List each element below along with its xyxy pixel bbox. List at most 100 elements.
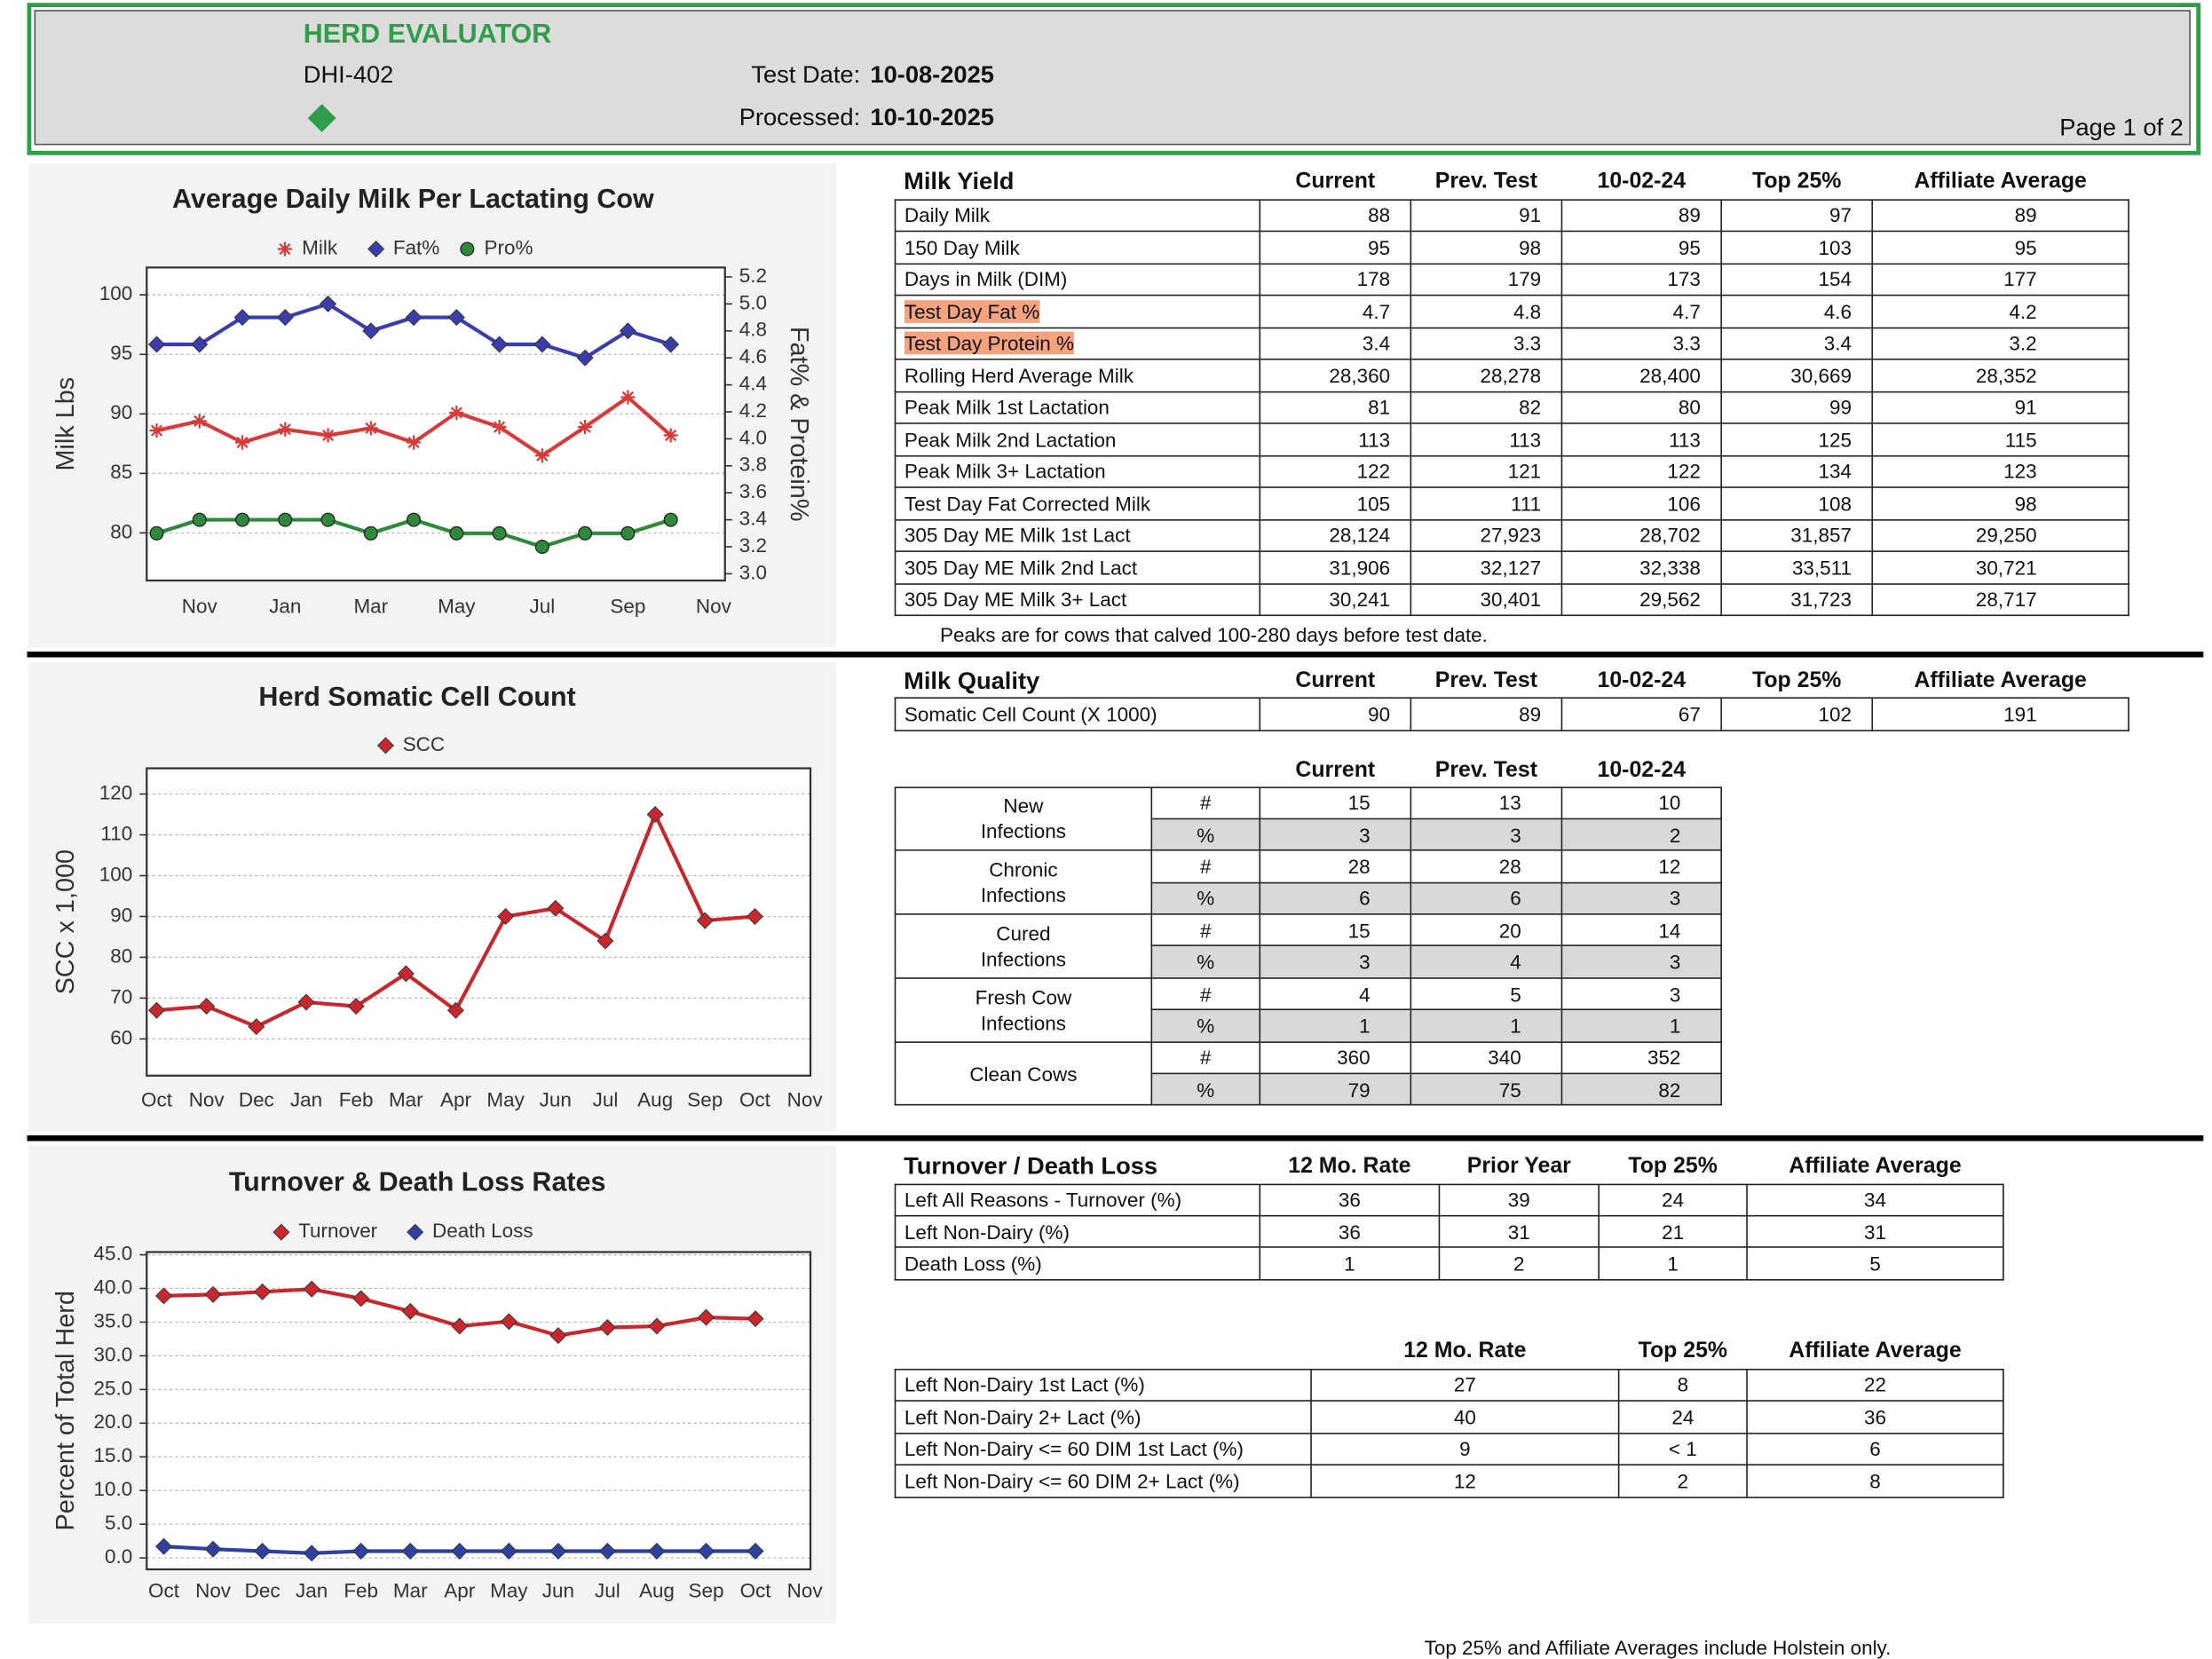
plot-frame — [146, 767, 812, 1077]
y-tick-label: 4.6 — [739, 345, 767, 367]
table-cell: 12 — [1560, 849, 1722, 883]
x-tick-label: Feb — [344, 1580, 378, 1602]
table-cell: 33,511 — [1720, 550, 1874, 584]
row-label: Daily Milk — [894, 198, 1261, 233]
table-cell: 22 — [1746, 1368, 2004, 1402]
column-header: Affiliate Average — [1914, 668, 2087, 693]
marker — [698, 1308, 715, 1326]
table-note: Peaks are for cows that calved 100-280 d… — [940, 623, 1488, 646]
marker — [362, 322, 380, 340]
table-cell: 28,702 — [1560, 518, 1722, 552]
legend-label: Milk — [302, 236, 338, 258]
table-cell: 28,352 — [1871, 358, 2129, 392]
table-cell: < 1 — [1617, 1432, 1748, 1466]
marker — [578, 525, 593, 541]
y-tick-label: 3.2 — [739, 534, 767, 557]
table-cell: 1 — [1598, 1246, 1748, 1281]
table-cell: 3.3 — [1410, 326, 1563, 360]
y-tick-label: 95 — [110, 342, 132, 364]
table-cell: 123 — [1871, 454, 2129, 488]
table-row: Death Loss (%) 1 2 1 5 — [894, 1246, 2004, 1281]
table-cell: 4.6 — [1720, 294, 1874, 328]
marker — [598, 1319, 616, 1337]
table-cell: 34 — [1746, 1182, 2004, 1217]
group-label: Fresh Cow Infections — [894, 976, 1153, 1043]
column-header: Prev. Test — [1434, 757, 1537, 783]
table-cell: 360 — [1259, 1040, 1412, 1075]
legend-label: Fat% — [393, 236, 439, 258]
table-cell: 6 — [1259, 881, 1412, 915]
table-cell: 89 — [1410, 696, 1563, 731]
x-tick-label: Nov — [189, 1089, 225, 1111]
header-row: Current Prev. Test 10-02-24 — [895, 755, 1721, 786]
table-cell: 4.7 — [1259, 294, 1412, 328]
table-cell: 121 — [1410, 454, 1563, 488]
marker — [492, 420, 507, 435]
marker — [405, 309, 423, 327]
marker — [320, 428, 336, 443]
column-header: Turnover / Death Loss — [904, 1152, 1158, 1181]
column-header: 12 Mo. Rate — [1288, 1154, 1411, 1179]
table-cell: 113 — [1410, 423, 1563, 456]
x-tick-label: Jun — [542, 1580, 574, 1602]
marker — [397, 965, 415, 983]
y-tick-label: 100 — [99, 282, 132, 304]
header-box — [34, 10, 2191, 146]
table-row: % 79 75 82 — [895, 1072, 1722, 1107]
table-row: Test Day Protein % 3.4 3.3 3.3 3.4 3.2 — [894, 326, 2129, 360]
table-cell: 6 — [1746, 1432, 2004, 1466]
y-axis-label: Percent of Total Herd — [51, 1291, 80, 1530]
table-cell: 173 — [1560, 262, 1722, 296]
table-cell: 3 — [1560, 945, 1722, 979]
marker — [407, 435, 422, 450]
data-table: Turnover / Death Loss 12 Mo. Rate Prior Ye… — [894, 1151, 2004, 1281]
highlighted-label: Test Day Protein % — [904, 331, 1074, 355]
table-cell: 3 — [1259, 945, 1412, 979]
chart: Average Daily Milk Per Lactating Cow Milk… — [51, 184, 813, 617]
highlighted-label: Test Day Fat % — [904, 299, 1040, 323]
table-cell: 177 — [1871, 262, 2129, 296]
legend-label: Pro% — [485, 236, 533, 258]
data-table: 12 Mo. Rate Top 25% Affiliate Average Left … — [894, 1336, 2004, 1498]
x-tick-label: May — [490, 1580, 528, 1602]
header-row: 12 Mo. Rate Top 25% Affiliate Average — [895, 1336, 2003, 1369]
column-header: 10-02-24 — [1597, 757, 1687, 783]
x-tick-label: Aug — [639, 1580, 675, 1602]
table-cell: 90 — [1259, 696, 1412, 731]
group-label: Cured Infections — [894, 913, 1153, 979]
x-tick-label: Dec — [239, 1089, 274, 1111]
x-tick-label: Dec — [245, 1580, 280, 1602]
x-tick-label: Nov — [182, 595, 218, 617]
marker — [620, 390, 636, 405]
y-tick-label: 85 — [110, 461, 132, 483]
marker — [248, 1018, 265, 1036]
marker — [363, 421, 378, 436]
marker — [363, 525, 378, 541]
row-label: Peak Milk 3+ Lactation — [894, 454, 1261, 488]
table-cell: 95 — [1871, 230, 2129, 265]
table-row: Peak Milk 2nd Lactation 113 113 113 125 115 — [894, 423, 2129, 456]
table-cell: 21 — [1598, 1214, 1748, 1249]
table-cell: 82 — [1410, 391, 1563, 424]
x-tick-label: Nov — [696, 595, 732, 617]
table-cell: 4.8 — [1410, 294, 1563, 328]
table-row: Left Non-Dairy 2+ Lact (%) 40 24 36 — [894, 1400, 2004, 1434]
row-label: 305 Day ME Milk 1st Lact — [894, 518, 1261, 552]
x-tick-label: Jul — [595, 1580, 620, 1602]
marker — [648, 1317, 666, 1335]
group-label: New Infections — [894, 786, 1153, 851]
row-label: Left Non-Dairy 2+ Lact (%) — [894, 1400, 1312, 1434]
marker — [347, 998, 365, 1015]
table-cell: 5 — [1410, 976, 1563, 1011]
table-cell: 113 — [1259, 423, 1412, 456]
marker — [407, 1223, 424, 1241]
column-header: Affiliate Average — [1914, 170, 2087, 194]
table-cell: 2 — [1560, 818, 1722, 851]
marker — [449, 525, 464, 541]
table-row: Somatic Cell Count (X 1000) 90 89 67 102 191 — [894, 696, 2129, 731]
marker — [149, 525, 164, 541]
y-tick-label: 90 — [110, 401, 132, 423]
table-cell: 3 — [1560, 881, 1722, 915]
y-tick-label: 4.2 — [739, 399, 767, 422]
marker — [747, 1310, 764, 1328]
